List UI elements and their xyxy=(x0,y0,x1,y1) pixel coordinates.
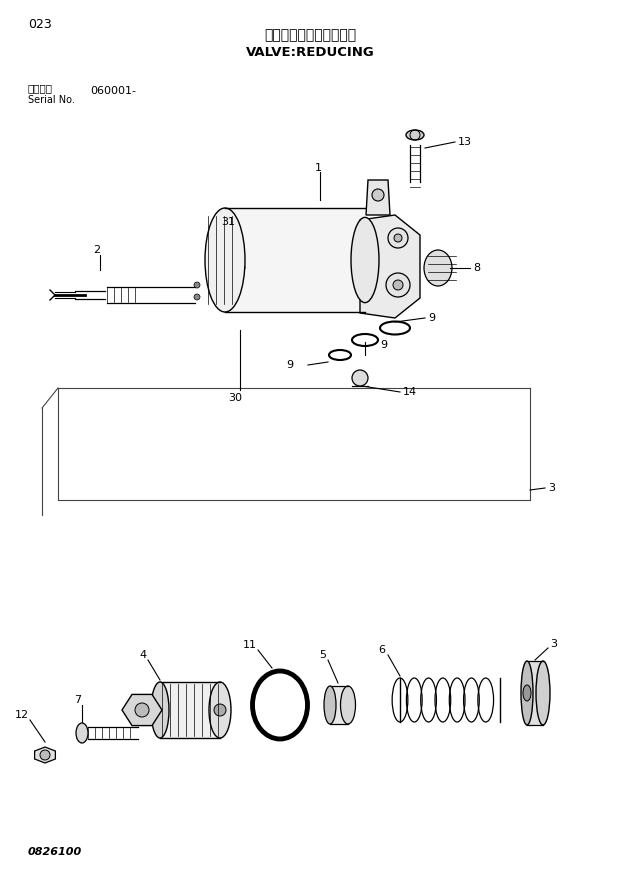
Text: 適用号機: 適用号機 xyxy=(28,83,53,93)
Text: 11: 11 xyxy=(243,640,257,650)
Text: 0826100: 0826100 xyxy=(28,847,82,857)
Circle shape xyxy=(372,189,384,201)
Ellipse shape xyxy=(424,250,452,286)
Circle shape xyxy=(194,282,200,288)
Text: 023: 023 xyxy=(28,18,51,32)
Circle shape xyxy=(352,370,368,386)
Text: 6: 6 xyxy=(378,645,386,655)
Text: 2: 2 xyxy=(94,245,100,255)
Text: 12: 12 xyxy=(15,710,29,720)
Polygon shape xyxy=(366,180,390,215)
Polygon shape xyxy=(122,695,162,725)
Circle shape xyxy=(40,750,50,760)
Ellipse shape xyxy=(324,686,336,724)
Ellipse shape xyxy=(205,208,245,312)
Text: Serial No.: Serial No. xyxy=(28,95,75,105)
Ellipse shape xyxy=(76,723,88,743)
Polygon shape xyxy=(225,208,365,312)
Text: バルブ：レデューシング: バルブ：レデューシング xyxy=(264,28,356,42)
Circle shape xyxy=(394,234,402,242)
Text: 14: 14 xyxy=(403,387,417,397)
Ellipse shape xyxy=(351,217,379,302)
Circle shape xyxy=(388,228,408,248)
Text: 9: 9 xyxy=(380,340,387,350)
Text: VALVE:REDUCING: VALVE:REDUCING xyxy=(246,46,374,59)
Circle shape xyxy=(386,273,410,297)
Ellipse shape xyxy=(406,130,424,140)
Text: 31: 31 xyxy=(221,217,235,227)
Text: 1: 1 xyxy=(314,163,322,173)
Ellipse shape xyxy=(521,661,533,725)
Circle shape xyxy=(393,280,403,290)
Text: 060001-: 060001- xyxy=(90,86,136,96)
Polygon shape xyxy=(35,747,55,763)
Polygon shape xyxy=(527,661,543,725)
Text: 9: 9 xyxy=(286,360,293,370)
Circle shape xyxy=(194,294,200,300)
Ellipse shape xyxy=(536,661,550,725)
Ellipse shape xyxy=(209,682,231,738)
Text: 13: 13 xyxy=(458,137,472,147)
Ellipse shape xyxy=(523,685,531,701)
Polygon shape xyxy=(160,682,220,738)
Circle shape xyxy=(135,703,149,717)
Text: 3: 3 xyxy=(550,639,557,649)
Text: 3: 3 xyxy=(548,483,555,493)
Text: 8: 8 xyxy=(473,263,480,273)
Text: 9: 9 xyxy=(428,313,435,323)
Text: 7: 7 xyxy=(74,695,82,705)
Text: 30: 30 xyxy=(228,393,242,403)
Text: 5: 5 xyxy=(319,650,327,660)
Circle shape xyxy=(214,704,226,716)
Text: 4: 4 xyxy=(140,650,146,660)
Ellipse shape xyxy=(340,686,355,724)
Polygon shape xyxy=(330,686,348,724)
Ellipse shape xyxy=(151,682,169,738)
Polygon shape xyxy=(360,215,420,318)
